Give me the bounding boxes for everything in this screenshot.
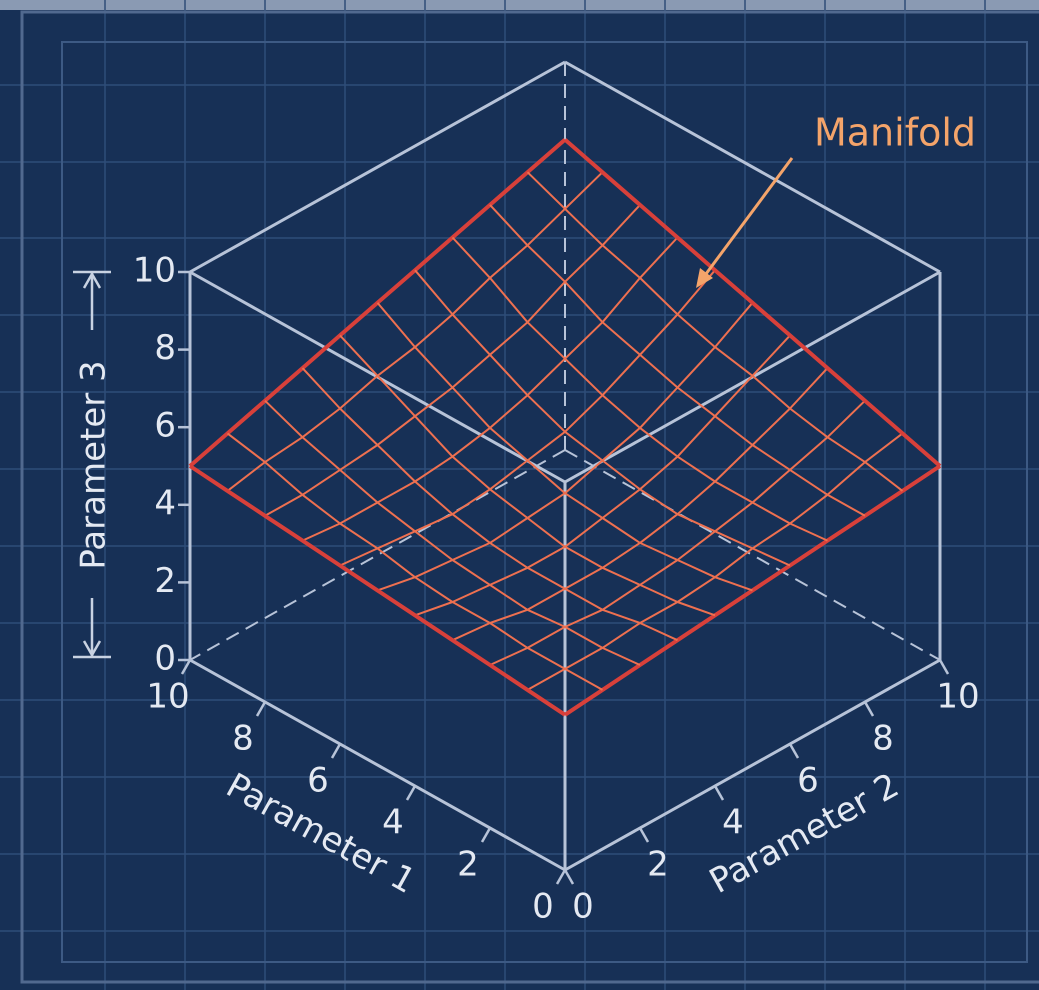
x-tick-label: 2 xyxy=(457,845,479,885)
annotation: Manifold xyxy=(814,111,976,155)
z-tick-label: 2 xyxy=(154,561,176,601)
x-tick-label: 4 xyxy=(382,803,404,843)
x-tick-label: 10 xyxy=(146,677,189,717)
top-bar xyxy=(0,0,1039,10)
chart: 024681002468100246810 Manifold Parameter… xyxy=(0,0,1039,990)
x-tick-label: 0 xyxy=(532,887,554,927)
x-tick-label: 6 xyxy=(307,761,329,801)
y-tick-label: 8 xyxy=(872,719,894,759)
y-tick-label: 6 xyxy=(797,761,819,801)
y-tick-label: 10 xyxy=(936,677,979,717)
z-tick-label: 0 xyxy=(154,639,176,679)
y-tick-label: 0 xyxy=(572,887,594,927)
x-tick-label: 8 xyxy=(232,719,254,759)
z-tick-label: 10 xyxy=(133,251,176,291)
page: 024681002468100246810 Manifold Parameter… xyxy=(0,0,1039,990)
y-tick-label: 4 xyxy=(722,803,744,843)
y-tick-label: 2 xyxy=(647,845,669,885)
z-tick-label: 4 xyxy=(154,483,176,523)
z-axis-title: Parameter 3 xyxy=(74,360,114,569)
z-tick-label: 6 xyxy=(154,406,176,446)
z-tick-label: 8 xyxy=(154,328,176,368)
